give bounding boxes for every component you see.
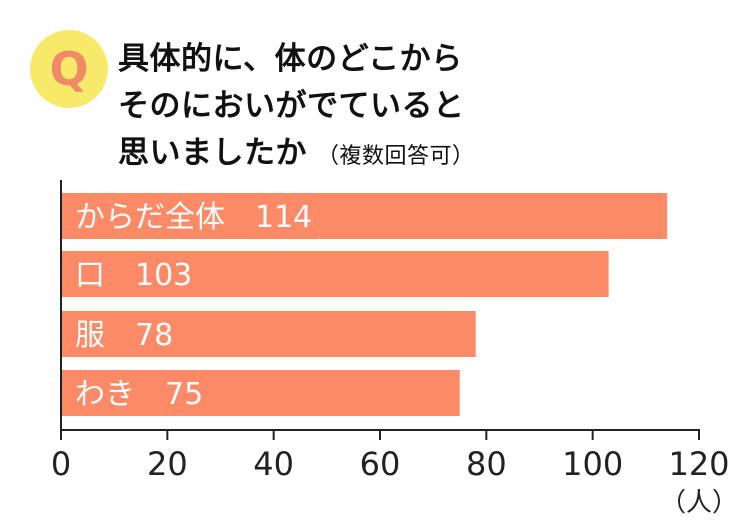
title-line-3-text: 思いましたか <box>118 135 307 171</box>
x-tick-label-2: 40 <box>253 445 294 483</box>
x-tick-label-1: 20 <box>147 445 188 483</box>
question-title: 具体的に、体のどこから そのにおいがでていると 思いましたか （複数回答可） <box>118 36 738 180</box>
bar-2 <box>61 311 476 357</box>
bar-label-0: からだ全体 114 <box>75 200 312 235</box>
title-line-1: 具体的に、体のどこから <box>118 41 463 77</box>
bar-label-3: わき 75 <box>75 377 203 412</box>
title-line-2: そのにおいがでていると <box>118 88 465 124</box>
x-tick-label-0: 0 <box>51 445 71 483</box>
bar-label-1: 口 103 <box>75 258 192 293</box>
x-tick-label-3: 60 <box>360 445 401 483</box>
bar-label-2: 服 78 <box>75 318 173 353</box>
question-badge: Q <box>30 30 108 108</box>
bar-3 <box>61 370 460 416</box>
x-unit-label: （人） <box>660 488 738 518</box>
question-letter: Q <box>49 42 89 96</box>
bar-1 <box>61 251 609 297</box>
title-note: （複数回答可） <box>317 144 475 169</box>
x-tick-label-4: 80 <box>466 445 507 483</box>
title-line-3: 思いましたか （複数回答可） <box>118 130 738 180</box>
x-tick-label-6: 120 <box>668 445 729 483</box>
bar-0 <box>61 193 668 239</box>
x-tick-label-5: 100 <box>562 445 623 483</box>
